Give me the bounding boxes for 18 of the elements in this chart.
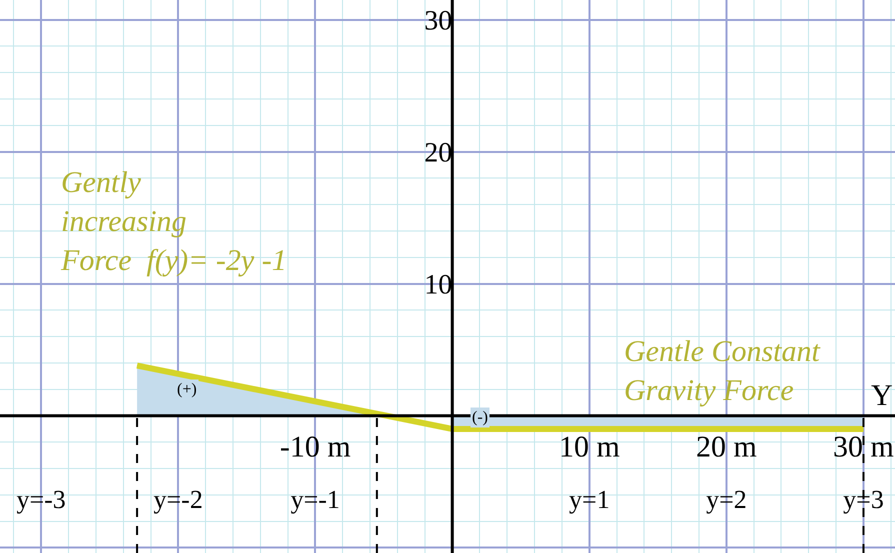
x2-tick-label: y=3	[843, 485, 884, 514]
x2-tick-label: y=-2	[154, 485, 203, 514]
annotation: (-)	[472, 409, 488, 426]
x-tick-label: 10 m	[558, 430, 620, 464]
x-tick-label: -10 m	[280, 430, 351, 464]
x-axis-title: Y	[871, 379, 893, 412]
annotation: (+)	[177, 381, 197, 398]
x2-tick-label: y=2	[706, 485, 747, 514]
x-tick-label: 20 m	[696, 430, 757, 464]
x2-tick-label: y=-3	[16, 485, 66, 514]
annotation: Gently increasing Force f(y)= -2y -1	[60, 166, 287, 277]
y-tick-label: 20	[424, 138, 452, 169]
y-tick-label: 10	[424, 270, 452, 301]
x-tick-label: 30 m	[833, 430, 894, 464]
x2-tick-label: y=-1	[290, 485, 340, 514]
x2-tick-label: y=1	[569, 485, 610, 514]
annotation: Gentle Constant Gravity Force	[624, 335, 820, 407]
y-tick-label: 30	[424, 6, 452, 37]
